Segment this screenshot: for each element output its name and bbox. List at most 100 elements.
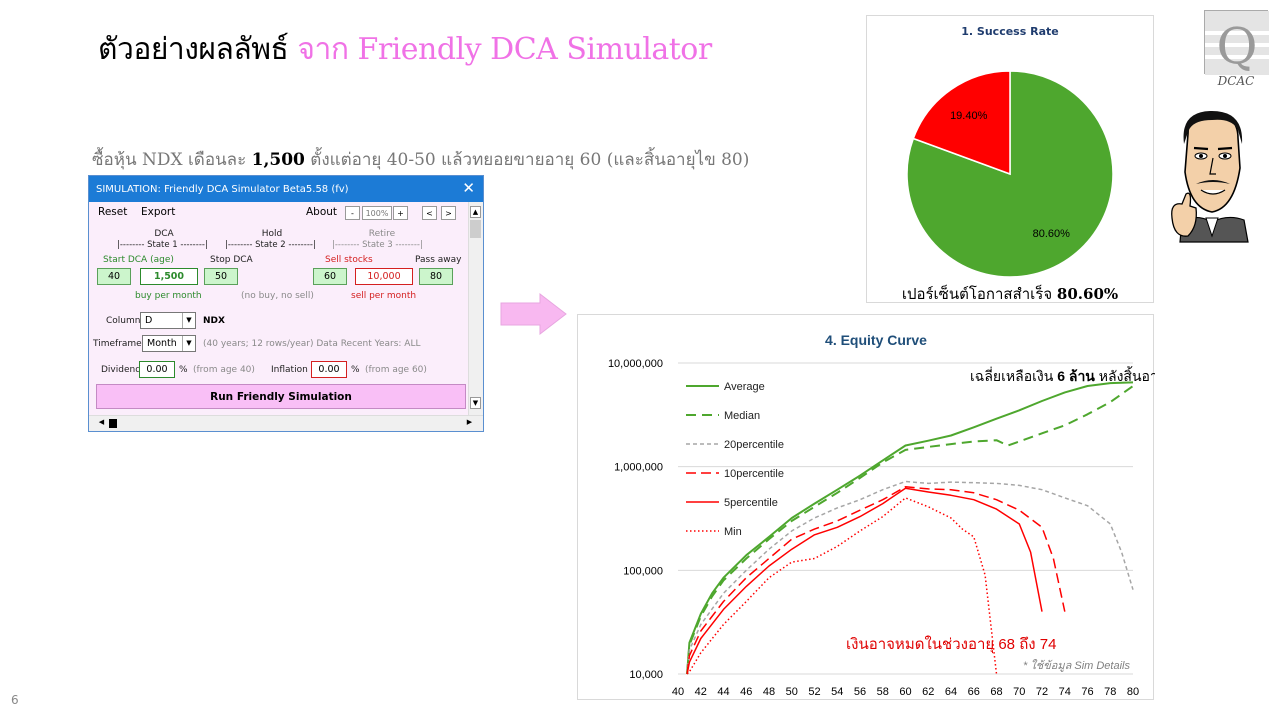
series-line xyxy=(686,487,1043,675)
timeframe-select[interactable]: Month ▼ xyxy=(142,335,196,352)
buy-note: buy per month xyxy=(135,291,202,301)
zoom-in-button[interactable]: + xyxy=(393,206,408,220)
dividend-unit: % xyxy=(179,365,188,375)
equity-svg: 4. Equity Curve 10,000 100,000 1,000,000 10,… xyxy=(608,332,1183,698)
simulator-window-title: SIMULATION: Friendly DCA Simulator Beta5… xyxy=(96,183,349,195)
sell-note: sell per month xyxy=(351,291,417,301)
legend-label: Min xyxy=(724,526,742,538)
x-tick-label: 78 xyxy=(1104,686,1116,698)
scroll-thumb[interactable] xyxy=(109,419,117,428)
stop-dca-label: Stop DCA xyxy=(210,255,253,265)
x-tick-label: 44 xyxy=(717,686,729,698)
legend-label: 20percentile xyxy=(724,439,784,451)
x-tick-label: 76 xyxy=(1081,686,1093,698)
legend-label: 5percentile xyxy=(724,497,778,509)
series-line xyxy=(686,486,1066,675)
x-tick-label: 42 xyxy=(695,686,707,698)
equity-curve-chart: 4. Equity Curve 10,000 100,000 1,000,000 10,… xyxy=(577,314,1183,700)
start-dca-label: Start DCA (age) xyxy=(103,255,174,265)
start-age-field[interactable]: 40 xyxy=(97,268,131,285)
horizontal-scrollbar[interactable]: ◀ ▶ xyxy=(89,415,483,431)
x-tick-label: 72 xyxy=(1036,686,1048,698)
pass-away-label: Pass away xyxy=(415,255,462,265)
sell-age-field[interactable]: 60 xyxy=(313,268,347,285)
pie-slice-label: 80.60% xyxy=(1033,228,1071,240)
simulator-window: SIMULATION: Friendly DCA Simulator Beta5… xyxy=(88,175,484,432)
inflation-label: Inflation xyxy=(271,365,308,375)
timeframe-label: Timeframe xyxy=(93,339,142,349)
column-value: D xyxy=(145,315,153,326)
subtitle-amount: 1,500 xyxy=(251,150,305,170)
zoom-level: 100% xyxy=(362,206,392,220)
x-tick-label: 56 xyxy=(854,686,866,698)
x-tick-label: 62 xyxy=(922,686,934,698)
logo-letter: Q xyxy=(1217,17,1258,75)
slide-title-accent: จาก Friendly DCA Simulator xyxy=(297,32,712,67)
equity-annotation: เฉลี่ยเหลือเงิน 6 ล้าน หลังสิ้นอายุไข xyxy=(970,366,1155,385)
x-tick-label: 52 xyxy=(808,686,820,698)
x-tick-label: 68 xyxy=(990,686,1002,698)
y-tick-label: 1,000,000 xyxy=(614,462,663,474)
vertical-scrollbar[interactable]: ▲ ▼ xyxy=(468,202,483,415)
reset-button[interactable]: Reset xyxy=(98,206,128,218)
pie-caption-text: เปอร์เซ็นต์โอกาสสำเร็จ xyxy=(901,285,1053,303)
pass-age-field[interactable]: 80 xyxy=(419,268,453,285)
simulator-titlebar: SIMULATION: Friendly DCA Simulator Beta5… xyxy=(89,176,483,202)
pie-title: 1. Success Rate xyxy=(961,25,1059,38)
inflation-field[interactable]: 0.00 xyxy=(311,361,347,378)
x-tick-label: 64 xyxy=(945,686,957,698)
about-button[interactable]: About xyxy=(306,206,338,218)
state1-name: DCA xyxy=(154,229,174,239)
run-simulation-button[interactable]: Run Friendly Simulation xyxy=(96,384,466,409)
close-icon[interactable]: ✕ xyxy=(462,179,475,197)
x-tick-label: 58 xyxy=(877,686,889,698)
hold-note: (no buy, no sell) xyxy=(241,291,314,301)
column-ticker: NDX xyxy=(203,316,225,326)
logo-text: DCAC xyxy=(1217,74,1255,88)
pie-slice-label: 19.40% xyxy=(950,110,988,122)
pie-caption-value: 80.60% xyxy=(1056,285,1119,303)
export-button[interactable]: Export xyxy=(141,206,176,218)
equity-title: 4. Equity Curve xyxy=(825,332,927,348)
scroll-left-icon[interactable]: ◀ xyxy=(98,418,105,426)
x-tick-label: 70 xyxy=(1013,686,1025,698)
runout-note: เงินอาจหมดในช่วงอายุ 68 ถึง 74 xyxy=(846,635,1056,654)
source-note: * ใช้ข้อมูล Sim Details xyxy=(1023,659,1130,672)
dividend-label: Dividend xyxy=(101,365,141,375)
dividend-note: (from age 40) xyxy=(193,365,255,375)
zoom-out-button[interactable]: - xyxy=(345,206,360,220)
scroll-thumb[interactable] xyxy=(470,220,481,238)
slide-title-main: ตัวอย่างผลลัพธ์ xyxy=(98,32,289,67)
state3-label: |-------- State 3 --------| xyxy=(332,240,423,250)
series-line xyxy=(686,385,1134,675)
series-line xyxy=(686,381,1134,675)
x-tick-label: 66 xyxy=(968,686,980,698)
x-tick-label: 40 xyxy=(672,686,684,698)
dividend-field[interactable]: 0.00 xyxy=(139,361,175,378)
column-select[interactable]: D ▼ xyxy=(140,312,196,329)
y-tick-label: 10,000 xyxy=(629,669,663,681)
prev-button[interactable]: < xyxy=(422,206,437,220)
scroll-down-icon[interactable]: ▼ xyxy=(470,397,481,409)
column-label: Column xyxy=(106,316,141,326)
sell-stocks-label: Sell stocks xyxy=(325,255,373,265)
chevron-down-icon[interactable]: ▼ xyxy=(182,336,195,351)
pie-slice xyxy=(912,70,1011,176)
inflation-note: (from age 60) xyxy=(365,365,427,375)
page-number: 6 xyxy=(11,693,19,707)
pie-caption: เปอร์เซ็นต์โอกาสสำเร็จ 80.60% xyxy=(867,282,1153,306)
scroll-right-icon[interactable]: ▶ xyxy=(466,418,473,426)
subtitle-post: ตั้งแต่อายุ 40-50 แล้วทยอยขายอายุ 60 (แล… xyxy=(310,150,750,170)
logo-icon: Q xyxy=(1205,11,1269,75)
chevron-down-icon[interactable]: ▼ xyxy=(182,313,195,328)
scroll-up-icon[interactable]: ▲ xyxy=(470,206,481,218)
x-tick-label: 50 xyxy=(786,686,798,698)
x-tick-label: 54 xyxy=(831,686,843,698)
sell-amount-field[interactable]: 10,000 xyxy=(355,268,413,285)
x-tick-label: 74 xyxy=(1059,686,1071,698)
legend-label: Average xyxy=(724,381,765,393)
stop-age-field[interactable]: 50 xyxy=(204,268,238,285)
slide-title: ตัวอย่างผลลัพธ์ จาก Friendly DCA Simulat… xyxy=(98,26,712,73)
buy-amount-field[interactable]: 1,500 xyxy=(140,268,198,285)
next-button[interactable]: > xyxy=(441,206,456,220)
